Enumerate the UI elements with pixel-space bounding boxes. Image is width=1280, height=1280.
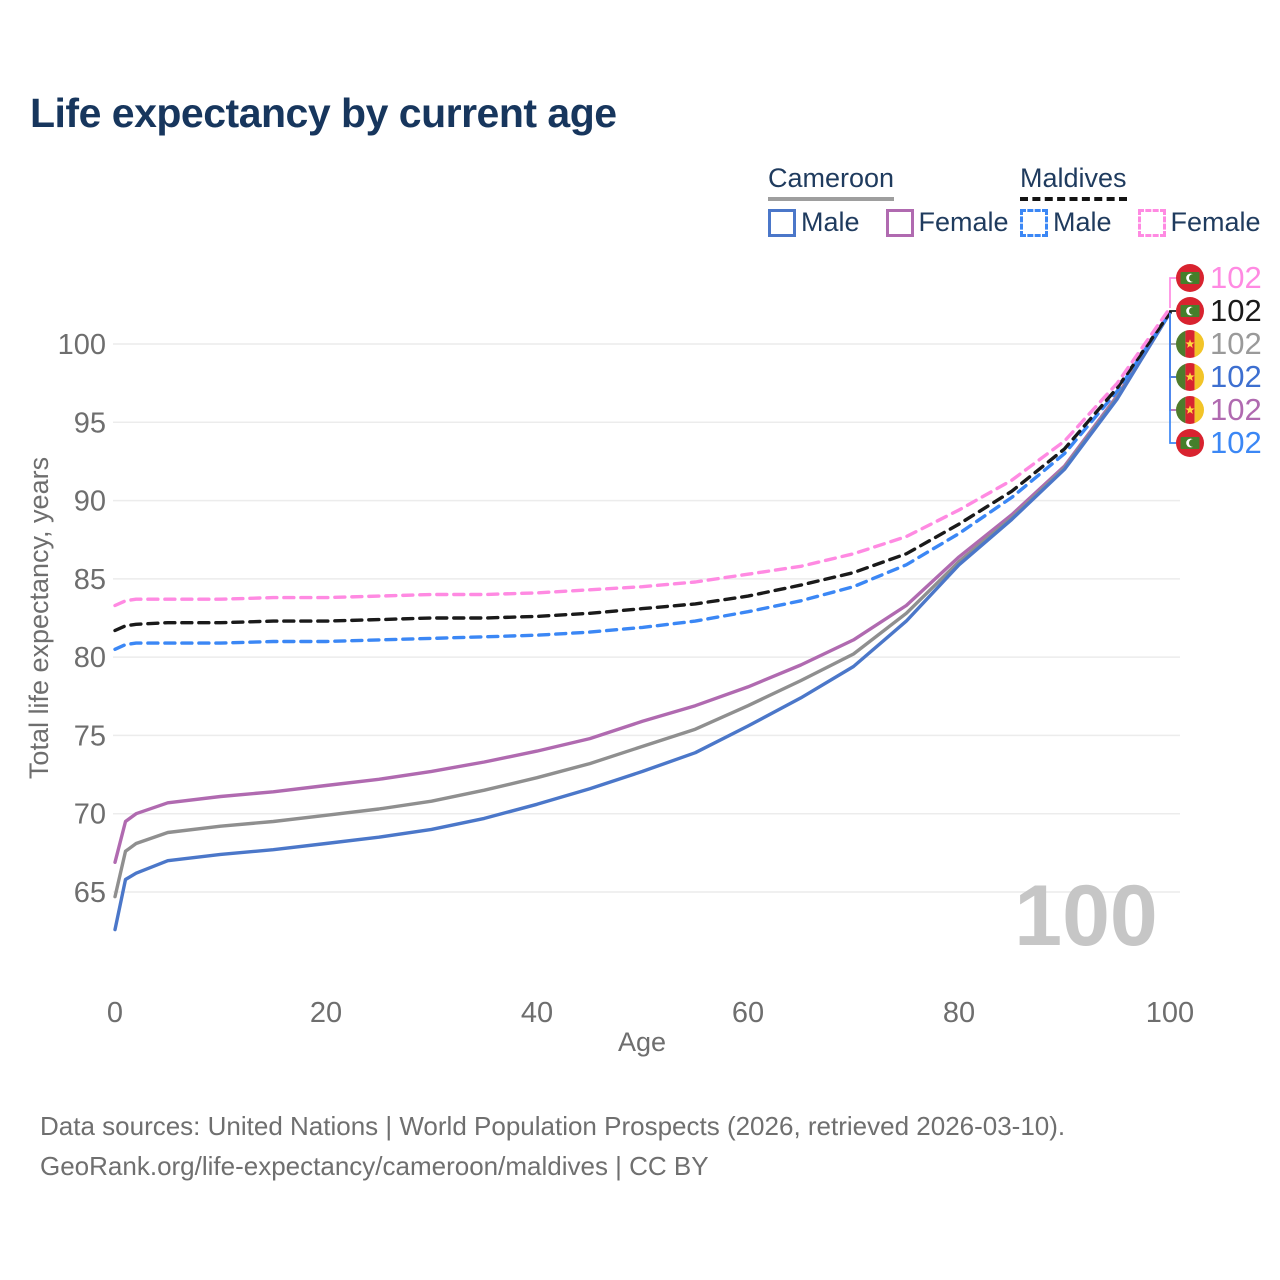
legend-item-label: Female	[918, 207, 1009, 237]
end-value-label: 102	[1210, 392, 1262, 427]
y-axis-title: Total life expectancy, years	[24, 457, 54, 779]
end-value-label: 102	[1210, 260, 1262, 295]
y-tick-label: 100	[58, 329, 106, 361]
end-label-connector	[1169, 312, 1176, 411]
end-label-connector	[1169, 277, 1176, 308]
legend-country-maldives[interactable]: Maldives	[1020, 163, 1127, 201]
legend-item-maldives-female[interactable]: Female	[1137, 207, 1261, 238]
y-tick-label: 85	[74, 564, 106, 596]
legend-item-cameroon-female[interactable]: Female	[885, 207, 1009, 238]
legend-country-label: Cameroon	[768, 163, 895, 193]
y-tick-label: 75	[74, 720, 106, 752]
legend-group-maldives: Maldives Male Female	[1020, 163, 1261, 238]
legend-country-cameroon[interactable]: Cameroon	[768, 163, 895, 201]
cameroon-male-swatch-icon	[768, 208, 796, 237]
end-value-label: 102	[1210, 326, 1262, 361]
legend-item-cameroon-male[interactable]: Male	[768, 207, 860, 238]
maldives-female-swatch-icon	[1137, 208, 1166, 237]
maldives-flag-icon	[1176, 429, 1204, 457]
y-tick-label: 95	[74, 407, 106, 439]
x-tick-label: 100	[1146, 997, 1194, 1029]
end-value-label: 102	[1210, 425, 1262, 460]
y-tick-label: 65	[74, 877, 106, 909]
maldives-male-swatch-icon	[1020, 208, 1048, 237]
gridlines: 65 70 75 80 85 90 95 100	[58, 329, 1180, 909]
line-chart-canvas: 65 70 75 80 85 90 95 100 0 20 40 60 80 100 Age Total li…	[24, 260, 1262, 1057]
series-line-maldives-female[interactable]	[113, 306, 1172, 608]
maldives-flag-icon	[1176, 264, 1204, 292]
watermark: 100	[1014, 868, 1158, 964]
x-tick-label: 0	[107, 997, 123, 1029]
legend-country-label: Maldives	[1020, 163, 1127, 193]
maldives-flag-icon	[1176, 297, 1204, 325]
series-line-maldives-male[interactable]	[113, 311, 1172, 651]
x-tick-label: 20	[310, 997, 342, 1029]
series-line-maldives-both-sexes[interactable]	[113, 311, 1172, 633]
attribution-text: GeoRank.org/life-expectancy/cameroon/mal…	[40, 1151, 709, 1181]
legend-item-label: Male	[1053, 207, 1112, 237]
series-line-cameroon-female[interactable]	[113, 311, 1172, 864]
y-tick-label: 80	[74, 642, 106, 674]
end-label-connector	[1169, 312, 1176, 444]
end-label-connector	[1169, 312, 1176, 345]
cameroon-female-swatch-icon	[885, 208, 914, 237]
series-line-cameroon-both-sexes[interactable]	[113, 311, 1172, 899]
cameroon-flag-icon	[1176, 396, 1204, 424]
end-value-label: 102	[1210, 293, 1262, 328]
legend: Cameroon Male Female Maldives Ma	[0, 163, 1280, 243]
end-label-connector	[1169, 310, 1176, 313]
footer: Data sources: United Nations | World Pop…	[40, 1106, 1065, 1186]
x-tick-label: 60	[732, 997, 764, 1029]
end-value-label: 102	[1210, 359, 1262, 394]
x-tick-label: 40	[521, 997, 553, 1029]
legend-item-maldives-male[interactable]: Male	[1020, 207, 1112, 238]
legend-group-cameroon: Cameroon Male Female	[768, 163, 1009, 238]
y-tick-label: 90	[74, 486, 106, 518]
series-line-cameroon-male[interactable]	[113, 311, 1172, 932]
cameroon-flag-icon	[1176, 363, 1204, 391]
axes: 0 20 40 60 80 100 Age Total life expectancy, ye…	[24, 457, 1194, 1057]
y-tick-label: 70	[74, 799, 106, 831]
page-title: Life expectancy by current age	[30, 90, 617, 136]
data-sources-text: Data sources: United Nations | World Pop…	[40, 1111, 1066, 1141]
legend-item-label: Male	[801, 207, 860, 237]
cameroon-flag-icon	[1176, 330, 1204, 358]
legend-item-label: Female	[1170, 207, 1261, 237]
x-tick-label: 80	[943, 997, 975, 1029]
x-axis-title: Age	[618, 1027, 666, 1057]
